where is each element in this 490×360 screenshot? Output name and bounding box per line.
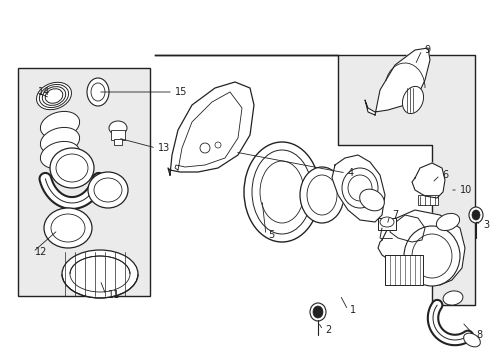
Ellipse shape [348, 175, 372, 201]
Text: 10: 10 [460, 185, 472, 195]
Ellipse shape [300, 167, 344, 223]
Ellipse shape [42, 87, 66, 105]
Ellipse shape [37, 82, 72, 110]
Polygon shape [378, 210, 465, 285]
Ellipse shape [44, 208, 92, 248]
Text: 3: 3 [483, 220, 489, 230]
Polygon shape [412, 163, 445, 198]
Bar [385, 255, 423, 285]
Ellipse shape [39, 85, 69, 108]
Text: 5: 5 [268, 230, 274, 240]
Ellipse shape [244, 142, 320, 242]
Bar [114, 139, 122, 145]
Ellipse shape [469, 207, 483, 223]
Polygon shape [155, 55, 475, 305]
Text: 13: 13 [158, 143, 170, 153]
Polygon shape [365, 48, 430, 115]
Ellipse shape [412, 234, 452, 278]
Ellipse shape [87, 78, 109, 106]
Ellipse shape [91, 83, 105, 101]
Text: 4: 4 [348, 168, 354, 178]
Ellipse shape [70, 256, 130, 292]
Ellipse shape [45, 89, 63, 103]
Ellipse shape [380, 217, 394, 227]
Ellipse shape [252, 150, 312, 234]
Polygon shape [332, 155, 385, 222]
Ellipse shape [360, 189, 384, 211]
Text: 12: 12 [35, 247, 48, 257]
Bar [18, 68, 150, 296]
Polygon shape [390, 215, 425, 242]
Ellipse shape [464, 333, 480, 347]
Text: 14: 14 [38, 87, 50, 97]
Bar [111, 130, 125, 140]
Text: 2: 2 [325, 325, 331, 335]
Ellipse shape [50, 148, 94, 188]
Ellipse shape [404, 226, 460, 286]
Text: 1: 1 [350, 305, 356, 315]
Text: 7: 7 [392, 210, 398, 220]
Ellipse shape [307, 175, 337, 215]
Ellipse shape [200, 143, 210, 153]
Ellipse shape [310, 303, 326, 321]
Ellipse shape [260, 161, 304, 223]
Ellipse shape [437, 213, 460, 230]
Ellipse shape [313, 306, 323, 318]
Ellipse shape [40, 141, 79, 168]
Text: 15: 15 [175, 87, 187, 97]
Ellipse shape [109, 121, 127, 135]
Ellipse shape [215, 142, 221, 148]
Text: 9: 9 [424, 45, 430, 55]
Ellipse shape [472, 210, 480, 220]
Ellipse shape [94, 178, 122, 202]
Polygon shape [168, 82, 254, 175]
Ellipse shape [62, 250, 138, 298]
Ellipse shape [40, 127, 79, 154]
Ellipse shape [342, 168, 378, 208]
Bar [378, 218, 396, 230]
Ellipse shape [443, 291, 463, 305]
Ellipse shape [51, 214, 85, 242]
Ellipse shape [40, 111, 79, 139]
Ellipse shape [88, 172, 128, 208]
Bar [418, 195, 438, 205]
Text: 8: 8 [476, 330, 482, 340]
Ellipse shape [56, 154, 88, 182]
Ellipse shape [402, 86, 423, 114]
Text: 11: 11 [108, 290, 120, 300]
Text: 6: 6 [442, 170, 448, 180]
